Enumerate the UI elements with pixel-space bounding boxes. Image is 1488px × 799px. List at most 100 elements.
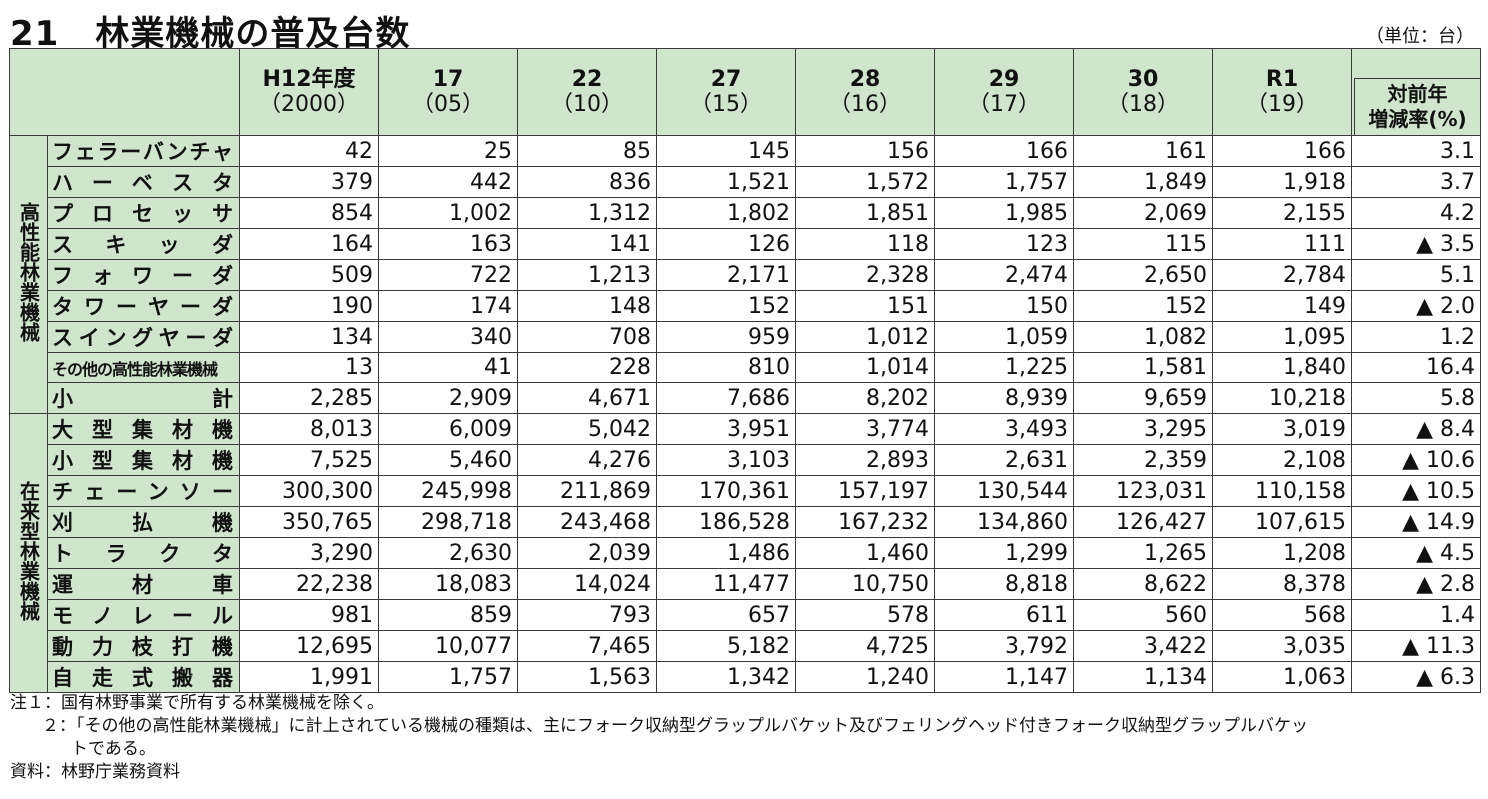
value-cell: 3,422 [1073, 630, 1213, 662]
rate-cell: ▲ 10.5 [1351, 475, 1481, 507]
value-cell: 85 [517, 135, 657, 167]
note-1: 注１：国有林野事業で所有する林業機械を除く。 [10, 693, 384, 713]
value-cell: 1,991 [239, 661, 379, 693]
value-cell: 1,059 [934, 321, 1074, 353]
machinery-table: H12年度 （2000） 17 （05） 22 （10） 27 （15） 28 （16） … [9, 48, 1481, 693]
col-header-2: 22 （10） [517, 48, 657, 136]
value-cell: 163 [378, 228, 518, 260]
value-cell: 1,802 [656, 197, 796, 229]
value-cell: 8,939 [934, 382, 1074, 414]
rate-cell: ▲ 11.3 [1351, 630, 1481, 662]
value-cell: 10,218 [1212, 382, 1352, 414]
value-cell: 3,951 [656, 413, 796, 445]
value-cell: 1,299 [934, 537, 1074, 569]
value-cell: 7,465 [517, 630, 657, 662]
value-cell: 1,012 [795, 321, 935, 353]
value-cell: 11,477 [656, 568, 796, 600]
value-cell: 1,840 [1212, 352, 1352, 383]
value-cell: 1,486 [656, 537, 796, 569]
row-label: 小計 [47, 382, 240, 414]
value-cell: 149 [1212, 290, 1352, 322]
value-cell: 1,082 [1073, 321, 1213, 353]
value-cell: 2,155 [1212, 197, 1352, 229]
value-cell: 708 [517, 321, 657, 353]
rate-cell: ▲ 10.6 [1351, 444, 1481, 476]
value-cell: 859 [378, 599, 518, 631]
value-cell: 126 [656, 228, 796, 260]
col-header-7: R1 （19） [1212, 48, 1352, 136]
row-label: 刈払機 [47, 506, 240, 538]
value-cell: 1,225 [934, 352, 1074, 383]
value-cell: 164 [239, 228, 379, 260]
value-cell: 379 [239, 166, 379, 198]
value-cell: 2,108 [1212, 444, 1352, 476]
value-cell: 657 [656, 599, 796, 631]
value-cell: 8,202 [795, 382, 935, 414]
value-cell: 6,009 [378, 413, 518, 445]
value-cell: 134 [239, 321, 379, 353]
value-cell: 150 [934, 290, 1074, 322]
row-label: スキッダ [47, 228, 240, 260]
value-cell: 245,998 [378, 475, 518, 507]
value-cell: 2,784 [1212, 259, 1352, 291]
table-row: 刈払機 350,765 298,718 243,468 186,528 167,232 13… [10, 506, 1481, 538]
table-row: スイングヤーダ 134 340 708 959 1,012 1,059 1,082 1,095 1… [10, 321, 1481, 353]
value-cell: 1,002 [378, 197, 518, 229]
value-cell: 4,276 [517, 444, 657, 476]
value-cell: 959 [656, 321, 796, 353]
row-label: トラクタ [47, 537, 240, 569]
value-cell: 156 [795, 135, 935, 167]
value-cell: 1,134 [1073, 661, 1213, 693]
row-label: タワーヤーダ [47, 290, 240, 322]
value-cell: 1,063 [1212, 661, 1352, 693]
table-row: トラクタ 3,290 2,630 2,039 1,486 1,460 1,299 1,265 1… [10, 537, 1481, 569]
value-cell: 3,035 [1212, 630, 1352, 662]
header-row: H12年度 （2000） 17 （05） 22 （10） 27 （15） 28 （16） … [9, 48, 1481, 136]
value-cell: 152 [1073, 290, 1213, 322]
value-cell: 7,686 [656, 382, 796, 414]
row-label: 運材車 [47, 568, 240, 600]
row-label: モノレール [47, 599, 240, 631]
rate-cell: 5.8 [1351, 382, 1481, 414]
table-row: 小型集材機 7,525 5,460 4,276 3,103 2,893 2,631 2,359… [10, 444, 1481, 476]
value-cell: 2,909 [378, 382, 518, 414]
value-cell: 107,615 [1212, 506, 1352, 538]
value-cell: 148 [517, 290, 657, 322]
value-cell: 793 [517, 599, 657, 631]
col-header-6: 30 （18） [1073, 48, 1213, 136]
value-cell: 560 [1073, 599, 1213, 631]
rate-cell: ▲ 2.8 [1351, 568, 1481, 600]
rate-cell: ▲ 6.3 [1351, 661, 1481, 693]
value-cell: 174 [378, 290, 518, 322]
header-corner [9, 48, 240, 136]
rate-cell: 3.7 [1351, 166, 1481, 198]
value-cell: 166 [934, 135, 1074, 167]
value-cell: 4,725 [795, 630, 935, 662]
value-cell: 2,474 [934, 259, 1074, 291]
rate-cell: ▲ 3.5 [1351, 228, 1481, 260]
value-cell: 161 [1073, 135, 1213, 167]
value-cell: 118 [795, 228, 935, 260]
rate-cell: 3.1 [1351, 135, 1481, 167]
value-cell: 611 [934, 599, 1074, 631]
col-header-5: 29 （17） [934, 48, 1074, 136]
col-header-1: 17 （05） [378, 48, 518, 136]
col-header-rate: 対前年 増減率(%) [1351, 48, 1481, 136]
value-cell: 1,240 [795, 661, 935, 693]
rate-cell: ▲ 8.4 [1351, 413, 1481, 445]
value-cell: 18,083 [378, 568, 518, 600]
value-cell: 8,378 [1212, 568, 1352, 600]
value-cell: 340 [378, 321, 518, 353]
value-cell: 166 [1212, 135, 1352, 167]
value-cell: 1,985 [934, 197, 1074, 229]
value-cell: 2,171 [656, 259, 796, 291]
value-cell: 1,342 [656, 661, 796, 693]
table-row: タワーヤーダ 190 174 148 152 151 150 152 149 ▲ 2.0 [10, 290, 1481, 322]
value-cell: 1,563 [517, 661, 657, 693]
source-note: 資料：林野庁業務資料 [10, 762, 180, 782]
value-cell: 141 [517, 228, 657, 260]
table-row: 自走式搬器 1,991 1,757 1,563 1,342 1,240 1,147 1,134… [10, 661, 1481, 693]
value-cell: 442 [378, 166, 518, 198]
table-row: モノレール 981 859 793 657 578 611 560 568 1.4 [10, 599, 1481, 631]
value-cell: 14,024 [517, 568, 657, 600]
